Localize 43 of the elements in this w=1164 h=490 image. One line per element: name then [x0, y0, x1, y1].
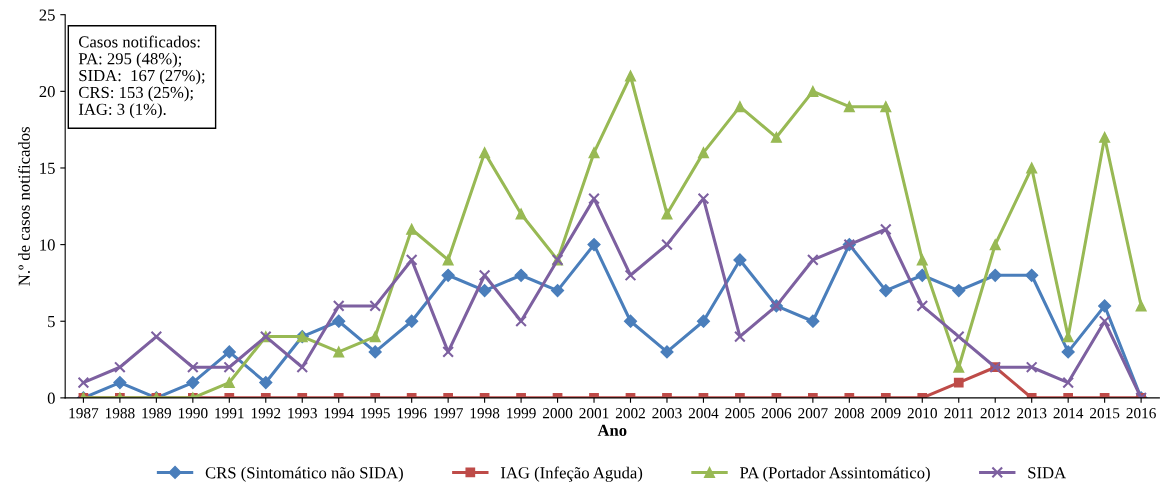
- x-tick-label: 1990: [178, 408, 208, 419]
- x-tick-label: 2009: [871, 408, 901, 419]
- x-tick-label: 1994: [324, 408, 354, 419]
- y-tick-label: 5: [48, 316, 55, 328]
- y-tick-label: 15: [40, 162, 55, 174]
- x-tick-label: 2004: [688, 408, 719, 419]
- x-tick-label: 2015: [1090, 408, 1120, 419]
- x-tick-label: 2003: [652, 408, 682, 419]
- legend-label: PA (Portador Assintomático): [740, 466, 930, 482]
- x-tick-label: 1999: [507, 408, 536, 419]
- x-tick-label: 1989: [142, 408, 172, 419]
- x-tick-label: 1997: [434, 408, 463, 419]
- x-tick-label: 1996: [397, 408, 427, 419]
- x-tick-label: 2008: [834, 408, 865, 419]
- y-tick-label: 20: [39, 86, 55, 98]
- y-axis-title: N.º de casos notificados: [17, 127, 30, 286]
- x-tick-label: 1991: [215, 408, 244, 419]
- x-tick-label: 2011: [944, 408, 973, 419]
- x-tick-label: 2005: [725, 408, 755, 419]
- x-tick-label: 1998: [470, 408, 500, 419]
- x-tick-label: 2013: [1017, 408, 1047, 419]
- x-tick-label: 1988: [105, 408, 135, 419]
- y-tick-label: 25: [39, 9, 55, 21]
- x-tick-label: 1995: [361, 408, 390, 419]
- x-tick-label: 2006: [761, 408, 792, 419]
- x-tick-label: 2007: [798, 408, 828, 419]
- x-tick-label: 1987: [69, 408, 99, 419]
- legend-label: IAG (Infeção Aguda): [500, 466, 643, 482]
- x-tick-label: 2002: [615, 408, 645, 419]
- x-tick-label: 1993: [288, 408, 317, 419]
- x-tick-label: 2001: [579, 408, 609, 419]
- y-tick-label: 10: [40, 239, 55, 251]
- x-tick-label: 1992: [251, 408, 281, 419]
- annotation: Casos notificados: PA: 295 (48%); SIDA: 167 (27%); CRS: 153 (25%); IAG: 3 (1%).: [78, 35, 205, 119]
- x-tick-label: 2016: [1126, 408, 1156, 419]
- y-tick-label: 0: [47, 392, 55, 404]
- x-tick-label: 2012: [980, 408, 1010, 419]
- legend-label: CRS (Sintomático não SIDA): [205, 466, 403, 482]
- x-tick-label: 2000: [542, 408, 573, 419]
- legend-label: SIDA: [1028, 467, 1067, 479]
- x-tick-label: 2014: [1053, 408, 1084, 419]
- x-tick-label: 2010: [907, 408, 937, 419]
- x-axis-title: Ano: [597, 424, 627, 436]
